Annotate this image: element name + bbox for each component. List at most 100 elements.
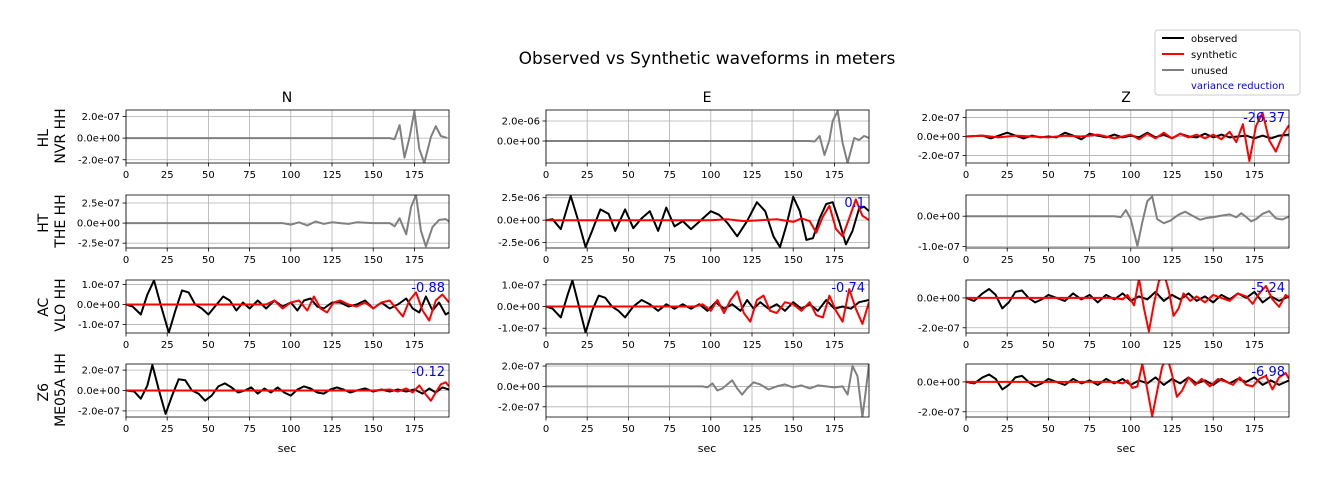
panel-2-2: 0 25 50 75 100 125 150 175 -2.0e-07 0.0e+00 -5.24 <box>917 279 1290 351</box>
y-tick-label: -2.0e-07 <box>918 323 960 334</box>
y-tick-label: 0.0e+00 <box>917 377 960 388</box>
row-label-network: AC <box>36 297 52 316</box>
synthetic-waveform <box>966 111 1289 163</box>
y-tick-label: 0.0e+00 <box>497 137 540 148</box>
x-tick-label: 50 <box>622 424 635 435</box>
x-tick-label: 0 <box>123 255 129 266</box>
observed-waveform <box>966 373 1289 391</box>
x-tick-label: 175 <box>405 424 424 435</box>
panel-2-0: 0 25 50 75 100 125 150 175 -1.0e-07 0.0e+00 1.0e-0… <box>77 279 450 351</box>
unused-waveform <box>546 110 869 163</box>
panel-1-0: 0 25 50 75 100 125 150 175 -2.5e-07 0.0e+00 2.5e-0… <box>77 194 450 266</box>
axes-frame <box>545 194 870 249</box>
synthetic-waveform <box>126 381 449 402</box>
x-tick-label: 150 <box>1204 255 1223 266</box>
row-label-station: NVR HH <box>53 108 69 163</box>
x-tick-label: 150 <box>1204 340 1223 351</box>
x-tick-label: 175 <box>1245 424 1264 435</box>
y-tick-label: -2.0e-07 <box>918 151 960 162</box>
x-tick-label: 75 <box>1083 424 1096 435</box>
y-tick-label: -2.5e-06 <box>498 238 540 249</box>
column-headers: N E Z <box>282 90 1131 106</box>
x-tick-label: 50 <box>202 340 215 351</box>
unused-waveform <box>126 110 448 163</box>
column-header-e: E <box>703 90 712 106</box>
x-tick-label: 25 <box>161 170 174 181</box>
figure-title: Observed vs Synthetic waveforms in meter… <box>519 49 896 69</box>
x-tick-label: 0 <box>123 340 129 351</box>
y-tick-label: 0.0e+00 <box>77 134 120 145</box>
y-tick-label: -1.0e-07 <box>918 242 960 253</box>
x-tick-label: 25 <box>1001 255 1014 266</box>
axes-frame <box>545 363 870 418</box>
y-tick-label: 0.0e+00 <box>497 382 540 393</box>
x-tick-label: 75 <box>243 424 256 435</box>
unused-waveform <box>966 195 1289 247</box>
y-tick-label: 2.0e-07 <box>82 366 120 377</box>
y-tick-label: 0.0e+00 <box>917 293 960 304</box>
panel-2-1: 0 25 50 75 100 125 150 175 -1.0e-07 0.0e+00 1.0e-0… <box>497 279 870 351</box>
axes-frame <box>545 109 870 164</box>
synthetic-waveform <box>126 291 449 322</box>
y-tick-label: 0.0e+00 <box>77 219 120 230</box>
x-tick-label: 150 <box>1204 170 1223 181</box>
x-tick-label: 100 <box>701 424 720 435</box>
x-tick-label: 0 <box>963 170 969 181</box>
x-tick-label: 25 <box>161 255 174 266</box>
x-tick-label: 100 <box>701 255 720 266</box>
axes-frame <box>965 363 1290 418</box>
x-tick-label: 75 <box>1083 170 1096 181</box>
legend-label-unused: unused <box>1191 66 1228 77</box>
x-tick-label: 0 <box>543 424 549 435</box>
legend-label-observed: observed <box>1191 34 1237 45</box>
column-header-z: Z <box>1121 90 1131 106</box>
x-tick-label: 0 <box>123 170 129 181</box>
x-tick-label: 50 <box>202 255 215 266</box>
x-tick-label: 125 <box>322 424 341 435</box>
x-tick-label: 150 <box>784 170 803 181</box>
x-tick-label: 50 <box>1042 340 1055 351</box>
x-tick-label: 125 <box>1162 255 1181 266</box>
x-tick-label: 50 <box>622 255 635 266</box>
y-tick-label: 2.0e-06 <box>502 117 540 128</box>
x-tick-label: 150 <box>784 340 803 351</box>
x-tick-label: 75 <box>663 255 676 266</box>
x-tick-label: 100 <box>1121 255 1140 266</box>
variance-reduction-label: -5.24 <box>1251 281 1285 296</box>
y-tick-label: 0.0e+00 <box>917 132 960 143</box>
x-tick-label: 100 <box>281 424 300 435</box>
x-tick-label: 175 <box>825 340 844 351</box>
x-axis-labels: sec sec sec <box>278 442 1136 455</box>
x-tick-label: 75 <box>1083 255 1096 266</box>
panel-3-1: 0 25 50 75 100 125 150 175 -2.0e-07 0.0e+00 2.0e-0… <box>497 362 870 435</box>
row-label-station: VLO HH <box>53 278 69 331</box>
x-tick-label: 0 <box>543 340 549 351</box>
y-tick-label: 0.0e+00 <box>77 300 120 311</box>
x-axis-label-e: sec <box>698 442 717 455</box>
x-tick-label: 125 <box>742 424 761 435</box>
variance-reduction-label: -26.37 <box>1243 111 1285 126</box>
synthetic-waveform <box>546 288 869 325</box>
y-tick-label: -2.0e-07 <box>78 155 120 166</box>
panel-3-2: 0 25 50 75 100 125 150 175 -2.0e-07 0.0e+00 -6.98 <box>917 363 1290 435</box>
x-tick-label: 125 <box>322 255 341 266</box>
variance-reduction-label: -6.98 <box>1251 365 1285 380</box>
x-tick-label: 175 <box>1245 255 1264 266</box>
y-tick-label: 0.0e+00 <box>917 212 960 223</box>
x-tick-label: 75 <box>243 340 256 351</box>
x-tick-label: 175 <box>405 170 424 181</box>
x-tick-label: 25 <box>161 340 174 351</box>
x-tick-label: 125 <box>1162 424 1181 435</box>
x-tick-label: 125 <box>1162 340 1181 351</box>
y-tick-label: -1.0e-07 <box>498 324 540 335</box>
row-labels: HL NVR HH HT THE HH AC VLO HH Z6 ME05A H… <box>36 108 69 427</box>
x-tick-label: 175 <box>405 340 424 351</box>
x-tick-label: 50 <box>202 170 215 181</box>
panel-0-0: 0 25 50 75 100 125 150 175 -2.0e-07 0.0e+00 2.0e-0… <box>77 109 450 181</box>
variance-reduction-label: 0.1 <box>844 196 865 211</box>
x-tick-label: 175 <box>825 170 844 181</box>
row-label-z6-me05a: Z6 ME05A HH <box>36 353 69 427</box>
x-tick-label: 100 <box>281 170 300 181</box>
variance-reduction-label: -0.74 <box>831 281 865 296</box>
observed-waveform <box>546 195 869 248</box>
